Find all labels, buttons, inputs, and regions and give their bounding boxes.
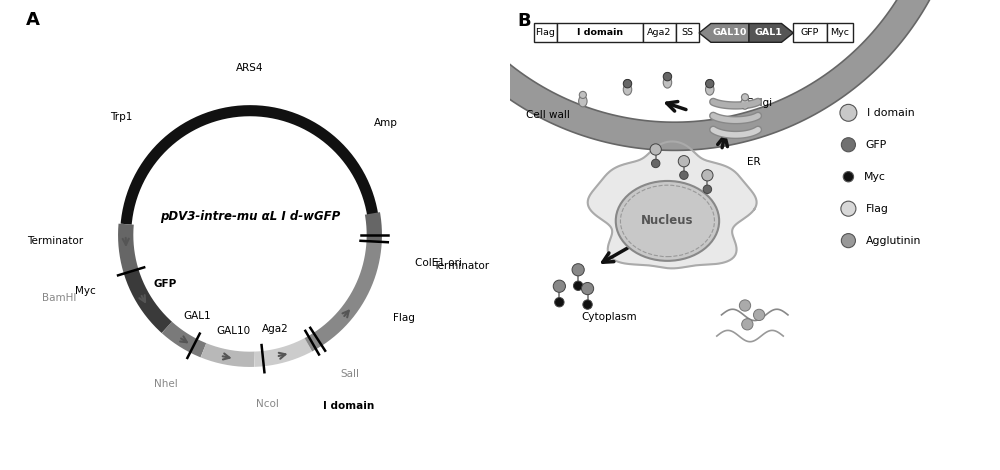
Circle shape — [553, 280, 565, 292]
Text: Terminator: Terminator — [433, 261, 489, 271]
Text: NcoI: NcoI — [256, 400, 279, 409]
Text: ColE1 ori: ColE1 ori — [415, 258, 462, 268]
Text: GAL10: GAL10 — [713, 28, 747, 38]
Circle shape — [741, 94, 749, 101]
Text: GAL1: GAL1 — [754, 28, 782, 38]
Circle shape — [840, 104, 857, 121]
Circle shape — [650, 144, 661, 155]
Text: I domain: I domain — [577, 28, 623, 38]
Circle shape — [573, 281, 583, 290]
Circle shape — [579, 91, 586, 99]
Circle shape — [739, 300, 751, 311]
Circle shape — [680, 171, 688, 180]
Text: Cell wall: Cell wall — [526, 110, 570, 120]
Text: SS: SS — [681, 28, 693, 38]
Text: GFP: GFP — [801, 28, 819, 38]
Circle shape — [841, 201, 856, 216]
Circle shape — [651, 159, 660, 168]
Circle shape — [664, 72, 671, 80]
Text: Trp1: Trp1 — [110, 112, 132, 122]
Circle shape — [623, 79, 632, 88]
Text: Flag: Flag — [866, 204, 889, 214]
Text: Amp: Amp — [374, 118, 398, 128]
Text: NheI: NheI — [154, 378, 178, 389]
Text: Flag: Flag — [535, 28, 555, 38]
Circle shape — [555, 298, 564, 307]
Text: GFP: GFP — [866, 140, 887, 150]
Bar — [643, 24, 676, 42]
Text: GFP: GFP — [153, 279, 176, 289]
Bar — [676, 24, 699, 42]
Text: A: A — [26, 11, 39, 29]
Circle shape — [843, 172, 854, 182]
Text: Flag: Flag — [393, 313, 415, 322]
Text: I domain: I domain — [867, 108, 915, 118]
Circle shape — [753, 309, 765, 321]
Circle shape — [583, 300, 592, 309]
Ellipse shape — [706, 84, 714, 95]
Text: BamHI: BamHI — [42, 293, 76, 303]
Text: I domain: I domain — [323, 401, 374, 411]
Bar — [793, 24, 827, 42]
Text: B: B — [517, 12, 531, 30]
Ellipse shape — [663, 77, 672, 88]
Circle shape — [678, 156, 690, 167]
Text: pDV3-intre-mu αL I d-wGFP: pDV3-intre-mu αL I d-wGFP — [160, 210, 340, 223]
Text: Myc: Myc — [864, 172, 886, 182]
Circle shape — [703, 185, 712, 194]
Text: Myc: Myc — [830, 28, 849, 38]
Circle shape — [702, 170, 713, 181]
Text: Cytoplasm: Cytoplasm — [581, 312, 637, 322]
Text: SalI: SalI — [340, 368, 359, 379]
Polygon shape — [588, 141, 757, 268]
Circle shape — [742, 319, 753, 330]
Circle shape — [581, 282, 594, 295]
Circle shape — [663, 72, 672, 81]
Text: Myc: Myc — [75, 286, 96, 296]
Circle shape — [706, 79, 714, 88]
Circle shape — [841, 138, 855, 152]
Text: Terminator: Terminator — [27, 236, 83, 246]
Text: Aga2: Aga2 — [262, 324, 288, 334]
Text: GAL10: GAL10 — [216, 326, 250, 336]
Ellipse shape — [741, 98, 749, 109]
Polygon shape — [749, 24, 793, 42]
Circle shape — [706, 79, 713, 87]
Circle shape — [572, 264, 584, 276]
Circle shape — [624, 79, 631, 87]
Ellipse shape — [616, 181, 719, 261]
Bar — [827, 24, 853, 42]
Polygon shape — [401, 0, 948, 150]
Circle shape — [841, 234, 855, 248]
Text: Nucleus: Nucleus — [641, 214, 694, 227]
Ellipse shape — [623, 84, 632, 95]
Bar — [534, 24, 557, 42]
Bar — [557, 24, 643, 42]
Polygon shape — [699, 24, 749, 42]
Text: GAL1: GAL1 — [183, 312, 211, 321]
Text: Aga2: Aga2 — [647, 28, 671, 38]
Ellipse shape — [579, 95, 587, 107]
Text: Agglutinin: Agglutinin — [866, 235, 921, 246]
Text: ER: ER — [747, 157, 761, 167]
Text: Golgi: Golgi — [745, 98, 772, 109]
Text: ARS4: ARS4 — [236, 63, 264, 73]
